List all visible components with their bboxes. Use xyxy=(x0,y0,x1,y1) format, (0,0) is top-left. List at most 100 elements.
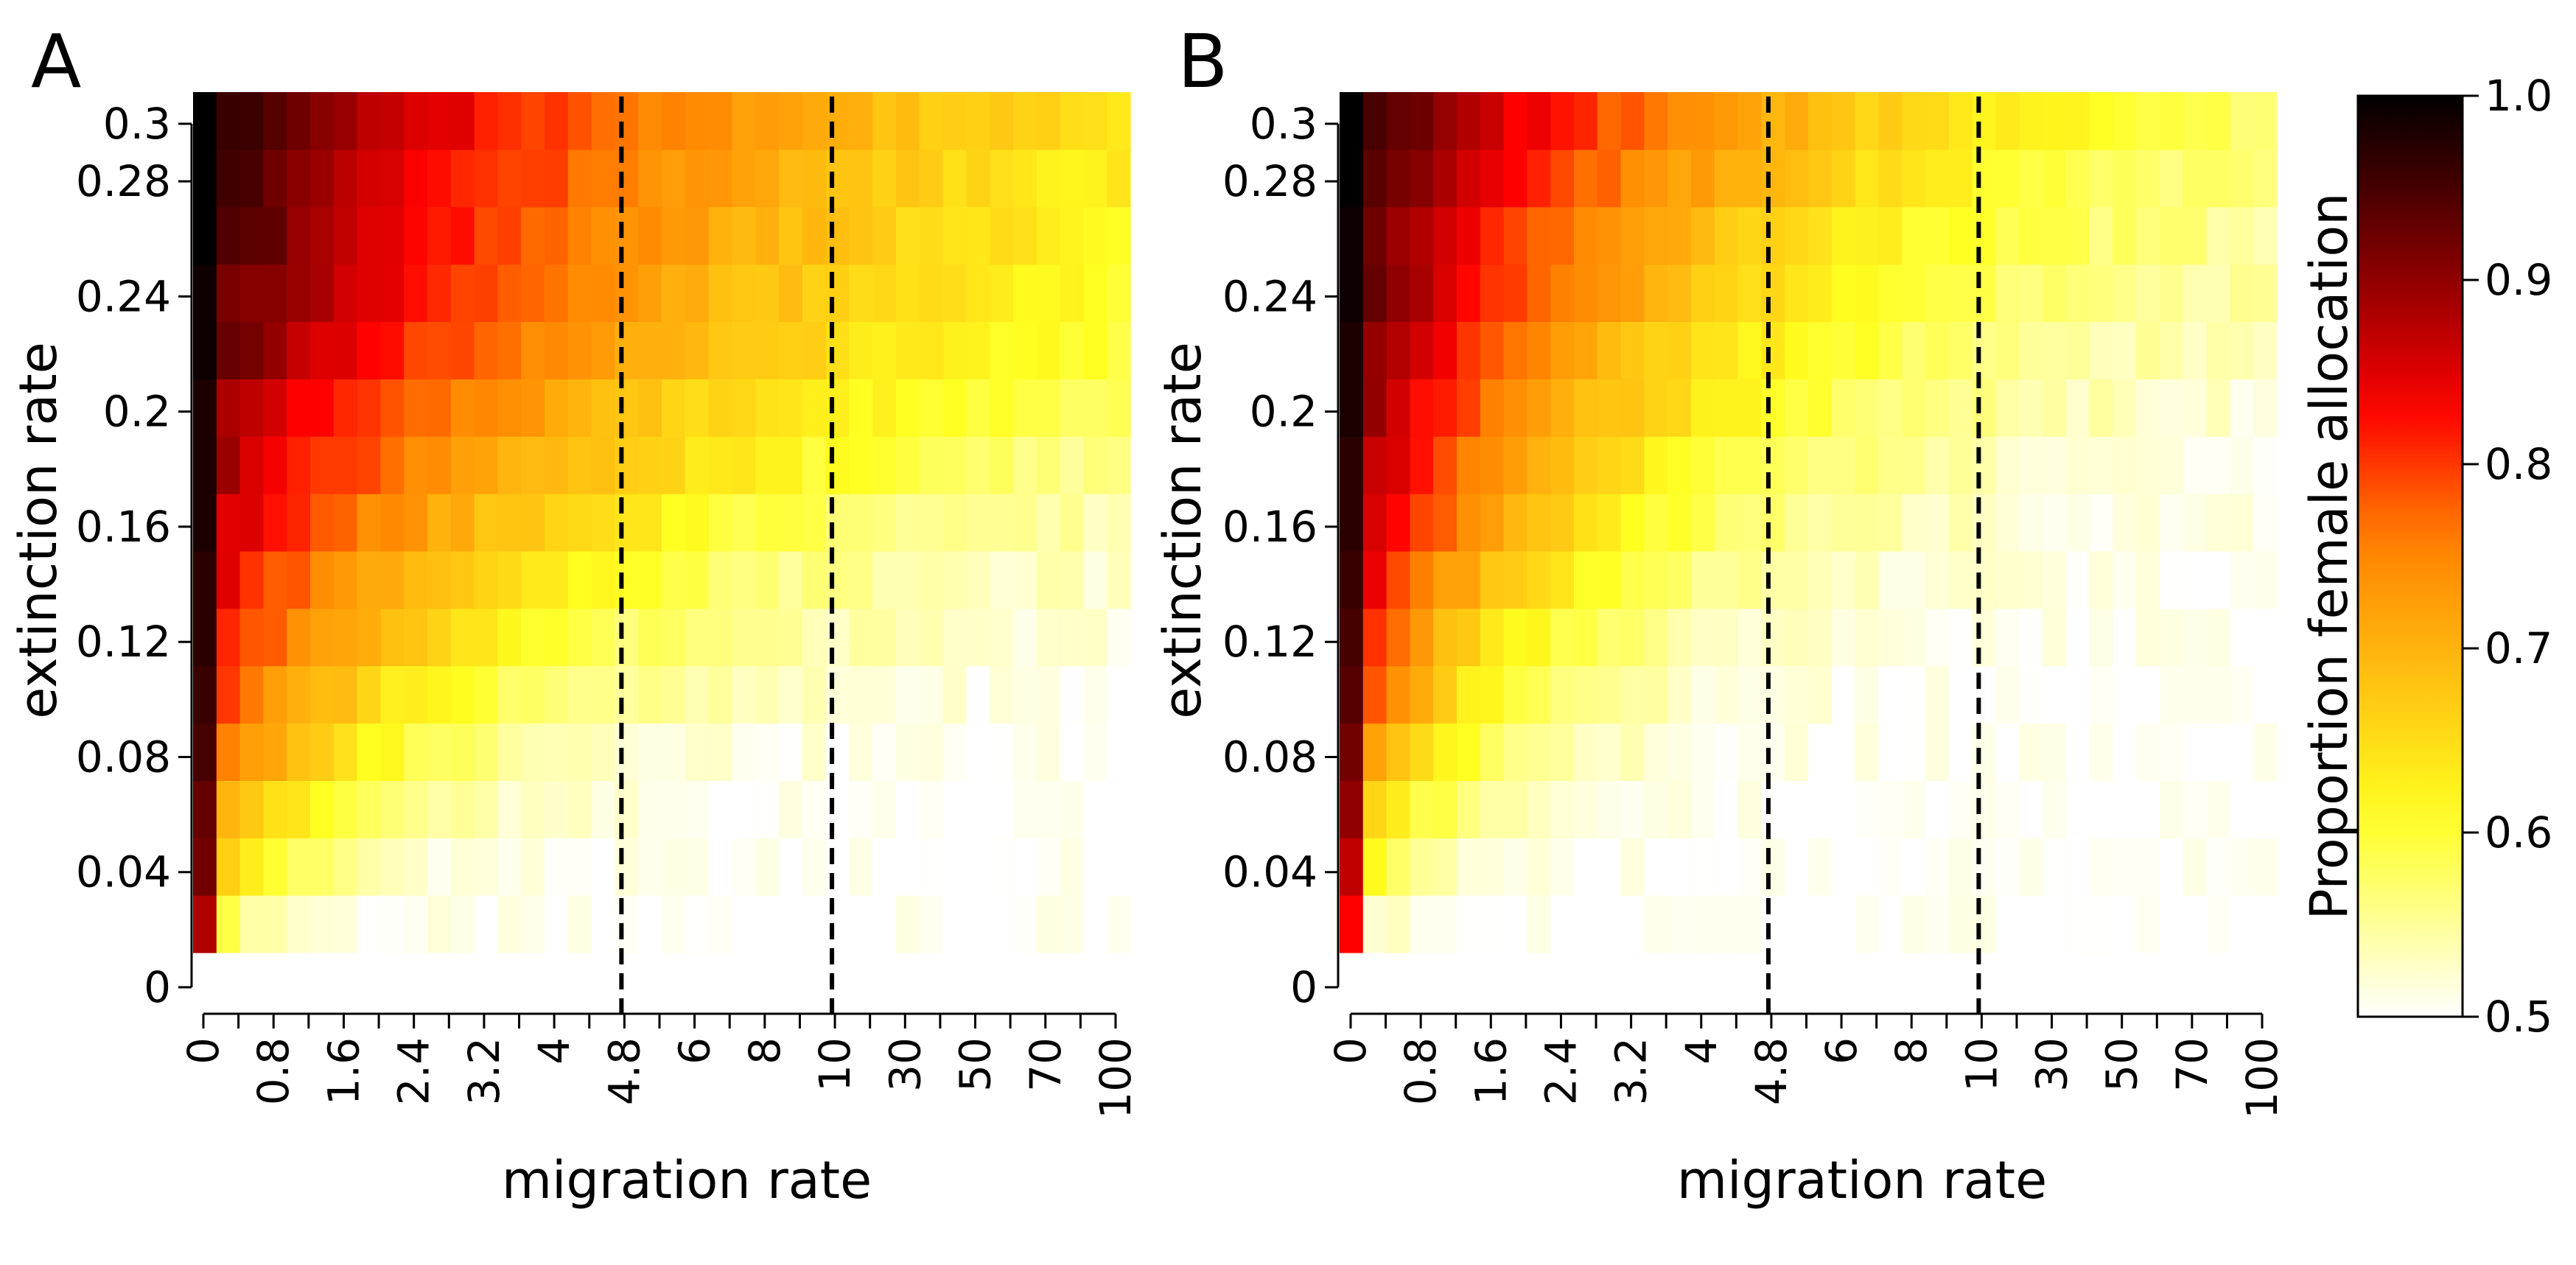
heatmap-cell xyxy=(1785,608,1809,667)
heatmap-cell xyxy=(1925,550,1950,609)
heatmap-cell xyxy=(2253,723,2278,781)
heatmap-cell xyxy=(1737,149,1762,208)
heatmap-cell xyxy=(685,780,710,838)
heatmap-cell xyxy=(2183,264,2208,323)
heatmap-cell xyxy=(1550,895,1575,953)
heatmap-cell xyxy=(1480,550,1505,609)
heatmap-cell xyxy=(1527,895,1551,953)
heatmap-cell xyxy=(849,149,873,208)
heatmap-cell xyxy=(474,723,498,781)
heatmap-cell xyxy=(732,321,756,379)
x-tick-label: 0 xyxy=(1326,1037,1376,1065)
y-tick-label: 0.08 xyxy=(1222,732,1317,782)
heatmap-cell xyxy=(333,838,358,896)
heatmap-cell xyxy=(966,608,990,667)
heatmap-cell xyxy=(1060,149,1084,208)
heatmap-cell xyxy=(966,550,990,609)
heatmap-cell xyxy=(497,264,522,323)
heatmap-cell xyxy=(1036,206,1061,265)
heatmap-cell xyxy=(1386,838,1410,896)
heatmap-cell xyxy=(2160,149,2184,208)
heatmap-cell xyxy=(216,895,241,953)
heatmap-cell xyxy=(1972,206,1996,265)
heatmap-cell xyxy=(2136,838,2160,896)
x-tick-label: 4.8 xyxy=(1746,1037,1796,1105)
heatmap-cell xyxy=(2230,838,2254,896)
heatmap-cell xyxy=(1714,838,1739,896)
heatmap-cell xyxy=(896,92,920,150)
heatmap-cell xyxy=(357,550,381,609)
heatmap-cell xyxy=(872,838,897,896)
heatmap-cell xyxy=(521,494,545,552)
heatmap-cell xyxy=(2160,838,2184,896)
heatmap-cell xyxy=(1667,321,1692,379)
heatmap-cell xyxy=(567,723,592,781)
heatmap-cell xyxy=(380,550,405,609)
heatmap-cell xyxy=(1714,723,1739,781)
heatmap-cell xyxy=(380,494,405,552)
heatmap-cell xyxy=(615,92,639,150)
heatmap-cell xyxy=(1620,608,1645,667)
heatmap-cell xyxy=(990,895,1014,953)
heatmap-cell xyxy=(1503,206,1527,265)
heatmap-cell xyxy=(990,608,1014,667)
heatmap-cell xyxy=(2019,206,2043,265)
heatmap-cell xyxy=(287,264,311,323)
heatmap-cell xyxy=(287,92,311,150)
heatmap-cell xyxy=(662,321,686,379)
heatmap-cell xyxy=(1855,379,1879,437)
heatmap-cell xyxy=(497,206,522,265)
heatmap-cell xyxy=(1831,436,1856,494)
heatmap-cell xyxy=(263,436,287,494)
heatmap-cell xyxy=(2183,494,2208,552)
heatmap-cell xyxy=(239,264,264,323)
heatmap-cell xyxy=(193,149,217,208)
heatmap-cell xyxy=(942,379,967,437)
heatmap-cell xyxy=(1714,92,1739,150)
heatmap-cell xyxy=(474,321,498,379)
colorbar-tick-label: 0.5 xyxy=(2485,992,2552,1042)
heatmap-cell xyxy=(825,206,850,265)
heatmap-cell xyxy=(662,149,686,208)
heatmap-cell xyxy=(2089,494,2113,552)
heatmap-cell xyxy=(1667,780,1692,838)
heatmap-cell xyxy=(1457,436,1481,494)
heatmap-cell xyxy=(1083,608,1107,667)
heatmap-cell xyxy=(966,206,990,265)
heatmap-cell xyxy=(2160,550,2184,609)
heatmap-cell xyxy=(1107,608,1131,667)
x-tick-label: 70 xyxy=(2167,1037,2217,1092)
heatmap-cell xyxy=(2089,608,2113,667)
heatmap-cell xyxy=(942,665,967,724)
heatmap-cell xyxy=(2183,723,2208,781)
heatmap-cell xyxy=(1620,723,1645,781)
heatmap-cell xyxy=(1340,379,1364,437)
heatmap-cell xyxy=(1060,436,1084,494)
heatmap-cell xyxy=(239,436,264,494)
heatmap-cell xyxy=(2230,780,2254,838)
heatmap-cell xyxy=(545,92,569,150)
heatmap-cell xyxy=(1362,665,1387,724)
heatmap-cell xyxy=(1620,838,1645,896)
heatmap-cell xyxy=(732,723,756,781)
heatmap-cell xyxy=(942,838,967,896)
heatmap-cell xyxy=(2043,608,2067,667)
heatmap-cell xyxy=(310,665,335,724)
heatmap-cell xyxy=(333,149,358,208)
colorbar-tick-label: 0.7 xyxy=(2485,623,2552,673)
heatmap-cell xyxy=(1902,723,1926,781)
heatmap-cell xyxy=(1667,838,1692,896)
heatmap-cell xyxy=(1620,550,1645,609)
heatmap-cell xyxy=(239,723,264,781)
heatmap-cell xyxy=(1808,379,1833,437)
heatmap-cell xyxy=(1503,838,1527,896)
heatmap-cell xyxy=(357,838,381,896)
heatmap-cell xyxy=(1902,494,1926,552)
heatmap-cell xyxy=(1948,723,1973,781)
heatmap-cell xyxy=(1527,264,1551,323)
heatmap-cell xyxy=(1386,379,1410,437)
heatmap-cell xyxy=(216,379,241,437)
heatmap-cell xyxy=(615,723,639,781)
panel-a-x-axis-title: migration rate xyxy=(502,1150,872,1210)
heatmap-cell xyxy=(545,379,569,437)
